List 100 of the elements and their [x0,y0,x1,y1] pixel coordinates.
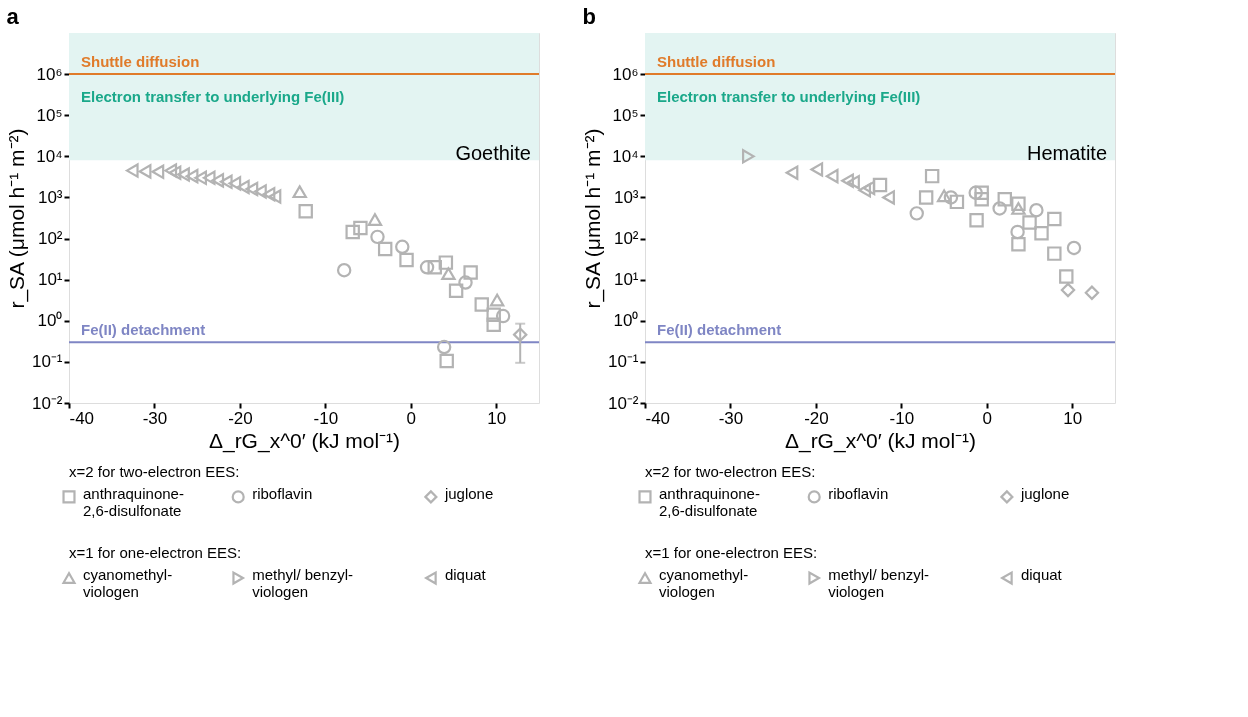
point [370,229,385,245]
legend-label: riboflavin [828,484,889,502]
point [262,186,276,202]
point [949,194,965,210]
point [194,170,207,186]
y-tick-label: 10⁻² [31,393,63,413]
x-tick-label: -20 [804,408,829,428]
y-tick-label: 10² [37,229,63,249]
point [138,164,152,179]
legend-label: anthraquinone-2,6-disulfonate [83,484,184,519]
x-axis-title: Δ_rG_x^0′ (kJ mol⁻¹) [208,428,401,453]
point [1022,215,1037,230]
point [336,262,352,278]
point [228,176,242,191]
x-tick-label: -10 [889,408,915,428]
x-tick-label: 0 [406,408,417,428]
band-label: Electron transfer to underlying Fe(III) [81,87,345,105]
y-tick-label: 10² [613,229,639,249]
point [1060,282,1076,298]
point [458,275,473,290]
legend-label: methyl/ benzyl-viologen [252,566,354,601]
y-tick-label: 10³ [613,187,639,207]
text: x=2 for two-electron EES: [645,463,816,481]
point [489,293,505,307]
point [943,190,959,205]
point [918,190,934,205]
point [997,192,1012,207]
point [1084,285,1100,300]
point [974,185,989,200]
legend-label: anthraquinone-2,6-disulfonate [659,484,760,519]
point [254,184,267,199]
point [862,180,876,196]
point [438,255,454,270]
point [177,167,190,182]
point [399,252,414,268]
x-tick-label: -30 [142,408,168,428]
point [419,260,435,275]
point [858,182,872,198]
point [427,260,442,275]
point [168,165,182,180]
ref-line-label: Shuttle diffusion [81,53,200,71]
x-tick-label: 0 [982,408,993,428]
y-tick-label: 10⁵ [36,105,63,125]
point [785,165,799,180]
text: x=1 for one-electron EES: [645,544,818,562]
point [1010,224,1025,240]
point [441,267,456,281]
y-tick-label: 10¹ [37,270,63,290]
point [395,239,410,255]
annotation: Hematite [1026,142,1107,165]
point [353,220,368,236]
annotation: Goethite [455,142,531,165]
y-tick-label: 10⁻¹ [607,352,639,372]
point [486,317,501,332]
point [486,307,501,322]
y-tick-label: 10⁻² [607,393,639,413]
y-axis-title: r_SA (μmol h⁻¹ m⁻²) [580,128,605,309]
point [367,213,383,226]
y-tick-label: 10⁵ [612,105,639,125]
point [185,168,199,184]
point [345,224,360,240]
legend-label: methyl/ benzyl-viologen [828,566,930,601]
point [968,185,983,200]
point [298,204,313,219]
x-tick-label: -40 [69,408,95,428]
text: x=2 for two-electron EES: [69,463,240,481]
x-axis-title: Δ_rG_x^0′ (kJ mol⁻¹) [784,428,977,453]
y-tick-label: 10¹ [613,270,639,290]
y-tick-label: 10⁰ [613,311,639,331]
point [1034,225,1049,241]
point [1047,246,1062,261]
point [742,149,755,164]
point [1059,269,1074,284]
y-tick-label: 10⁰ [37,311,63,331]
point [211,173,225,188]
x-tick-label: -40 [645,408,671,428]
point [909,206,924,221]
y-tick-label: 10⁴ [612,146,639,166]
ref-line-label: Fe(II) detachment [657,321,782,339]
point [924,168,940,184]
legend-label: juglone [1019,484,1070,502]
point [1029,202,1044,218]
band-label: Electron transfer to underlying Fe(III) [657,87,921,105]
chart-title: a [6,4,20,29]
y-tick-label: 10⁶ [36,64,63,84]
point [202,170,216,186]
point [992,201,1007,216]
text: x=1 for one-electron EES: [69,544,242,562]
x-tick-label: -10 [313,408,339,428]
point [495,308,511,324]
point [1011,202,1026,215]
point [872,177,888,193]
point [151,164,165,180]
point [825,168,839,184]
point [1066,240,1082,256]
point [268,189,282,204]
point [841,173,854,188]
ref-line-label: Fe(II) detachment [81,321,206,339]
point [448,283,464,298]
x-tick-label: 10 [487,408,507,428]
